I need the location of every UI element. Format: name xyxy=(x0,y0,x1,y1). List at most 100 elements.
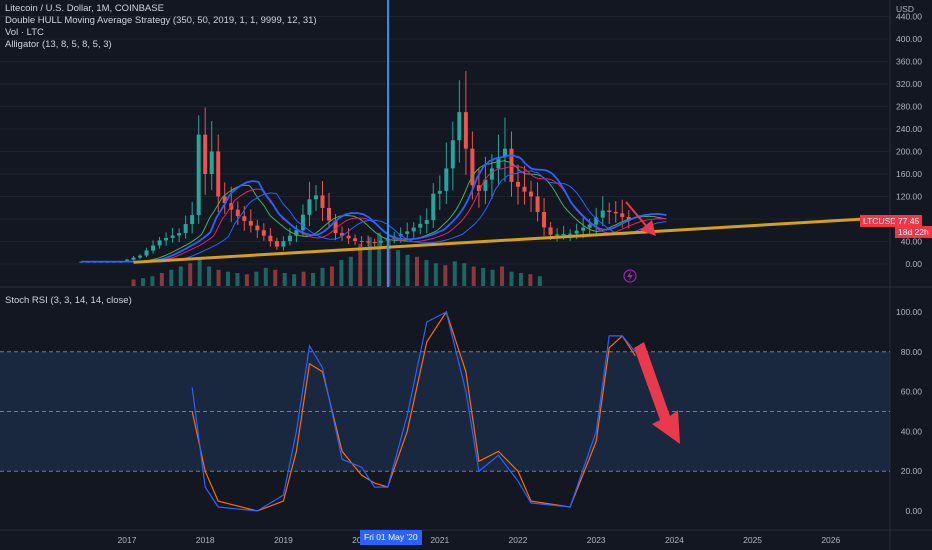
rsi-axis[interactable]: 100.00 80.00 60.00 40.00 20.00 0.00 xyxy=(896,307,922,516)
candle-body xyxy=(522,186,527,192)
time-tick-label: 2017 xyxy=(118,535,137,545)
candle-body xyxy=(529,191,534,197)
volume-bar xyxy=(131,279,136,286)
candle-body xyxy=(483,179,488,191)
candle-body xyxy=(450,140,455,169)
annotation-arrow-price[interactable] xyxy=(625,201,656,236)
candle-body xyxy=(190,215,195,225)
candle-body xyxy=(587,224,592,228)
indicator-hull-ma-label[interactable]: Double HULL Moving Average Strategy (350… xyxy=(5,15,317,26)
candle-body xyxy=(555,234,560,236)
stoch-rsi-lines xyxy=(0,310,890,512)
last-price-badge: 77.45 xyxy=(895,215,923,227)
price-tick-label: 40.00 xyxy=(901,237,923,247)
volume-bar xyxy=(235,273,240,286)
candle-body xyxy=(353,238,358,241)
candle-body xyxy=(359,240,364,242)
candle-body xyxy=(431,193,436,221)
candle-body xyxy=(607,210,612,212)
candle-body xyxy=(509,148,514,182)
time-tick-label: 2019 xyxy=(274,535,293,545)
volume-bar xyxy=(443,265,448,286)
candle-body xyxy=(320,195,325,208)
candle-body xyxy=(457,112,462,141)
indicator-volume-label[interactable]: Vol · LTC xyxy=(5,27,44,38)
volume-bar xyxy=(197,258,202,286)
symbol-title[interactable]: Litecoin / U.S. Dollar, 1M, COINBASE xyxy=(5,3,164,14)
candle-body xyxy=(470,148,475,186)
price-tick-label: 160.00 xyxy=(896,169,922,179)
volume-bar xyxy=(273,269,278,286)
volume-bar xyxy=(140,278,145,286)
candle-body xyxy=(261,230,266,236)
rsi-tick-label: 0.00 xyxy=(905,506,922,516)
stoch-rsi-label[interactable]: Stoch RSI (3, 3, 14, 14, close) xyxy=(5,295,132,306)
currency-label: USD xyxy=(896,4,914,14)
rsi-tick-label: 20.00 xyxy=(901,466,923,476)
time-tick-label: 2022 xyxy=(509,535,528,545)
price-tick-label: 0.00 xyxy=(905,259,922,269)
volume-bar xyxy=(481,267,486,286)
candle-body xyxy=(209,151,214,174)
volume-bar xyxy=(159,273,164,286)
candle-body xyxy=(411,227,416,232)
candle-body xyxy=(620,213,625,218)
candle-body xyxy=(138,255,143,258)
volume-bar xyxy=(433,263,438,286)
candle-body xyxy=(502,148,507,158)
volume-bar xyxy=(226,271,231,286)
volume-bar xyxy=(301,271,306,286)
candle-body xyxy=(463,112,468,149)
volume-bar xyxy=(292,274,297,286)
volume-bar xyxy=(339,260,344,286)
candle-body xyxy=(372,242,377,244)
volume-bar xyxy=(150,276,155,286)
candle-body xyxy=(196,134,201,216)
candle-body xyxy=(574,230,579,234)
volume-bar xyxy=(490,269,495,286)
time-tick-label: 2025 xyxy=(743,535,762,545)
volume-bar xyxy=(358,243,363,286)
candle-body xyxy=(151,245,156,251)
volume-bar xyxy=(500,266,505,286)
candle-body xyxy=(79,261,84,263)
candle-body xyxy=(287,235,292,242)
candle-body xyxy=(300,214,305,231)
crosshair-date-label: Fri 01 May '20 xyxy=(360,530,422,545)
trendline-layer[interactable] xyxy=(133,216,884,264)
lightning-icon[interactable] xyxy=(623,269,637,283)
candle-body xyxy=(183,224,188,234)
volume-bar xyxy=(528,274,533,286)
candle-body xyxy=(561,234,566,235)
price-tick-label: 280.00 xyxy=(896,102,922,112)
candle-body xyxy=(600,210,605,218)
volume-bar xyxy=(178,266,183,286)
rsi-tick-label: 100.00 xyxy=(896,307,922,317)
volume-bar xyxy=(462,263,467,286)
candle-body xyxy=(346,235,351,239)
candle-body xyxy=(489,168,494,180)
volume-bar xyxy=(452,261,457,286)
price-tick-label: 200.00 xyxy=(896,147,922,157)
candle-body xyxy=(548,227,553,235)
volume-bar xyxy=(377,232,382,286)
candle-body xyxy=(274,241,279,247)
annotation-arrow-rsi[interactable] xyxy=(634,342,680,444)
candle-body xyxy=(307,199,312,215)
price-tick-label: 360.00 xyxy=(896,57,922,67)
volume-bar xyxy=(471,266,476,286)
price-tick-label: 320.00 xyxy=(896,79,922,89)
price-axis[interactable]: 440.00 400.00 360.00 320.00 280.00 240.00 200.… xyxy=(896,12,922,270)
candle-body xyxy=(248,220,253,226)
candle-body xyxy=(333,220,338,234)
volume-bar xyxy=(509,271,514,286)
last-price-symbol: LTCUSD xyxy=(860,215,900,227)
candle-body xyxy=(164,237,169,241)
candle-body xyxy=(424,220,429,224)
indicator-alligator-label[interactable]: Alligator (13, 8, 5, 8, 5, 3) xyxy=(5,39,112,50)
volume-bar xyxy=(254,271,259,286)
support-trendline[interactable] xyxy=(133,216,884,264)
candle-body xyxy=(542,211,547,228)
time-tick-label: 2026 xyxy=(821,535,840,545)
